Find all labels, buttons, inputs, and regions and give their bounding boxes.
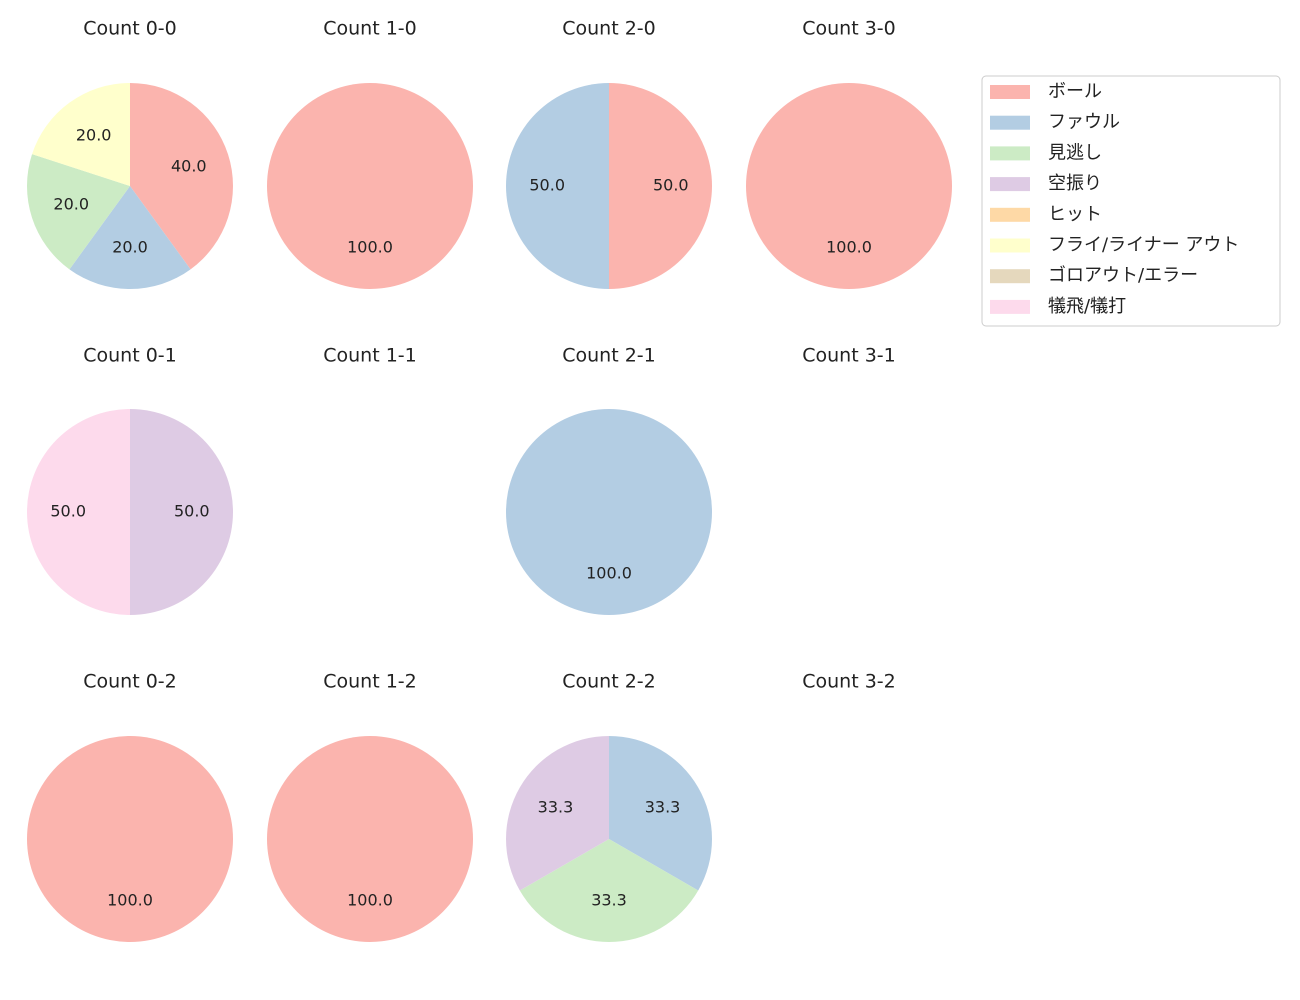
pie-title: Count 3-2 [802, 671, 896, 693]
pie-title: Count 3-1 [802, 345, 896, 367]
legend-label: 犠飛/犠打 [1048, 296, 1126, 317]
pie-slice [519, 839, 699, 942]
pie-slice [27, 736, 233, 942]
slice-label: 100.0 [107, 890, 153, 909]
slice-label: 100.0 [586, 563, 632, 582]
pie-slice [506, 409, 712, 615]
legend-swatch [990, 269, 1030, 284]
pie-slice [32, 83, 130, 186]
slice-label: 40.0 [171, 156, 207, 175]
slice-label: 50.0 [653, 176, 689, 195]
slice-label: 33.3 [538, 798, 574, 817]
pie-slice [609, 736, 712, 891]
slice-label: 50.0 [174, 502, 210, 521]
legend-label: 空振り [1048, 173, 1102, 194]
pie-slice [130, 409, 233, 615]
slice-label: 50.0 [50, 502, 86, 521]
pie-title: Count 2-0 [562, 18, 656, 40]
pie-title: Count 0-1 [83, 345, 177, 367]
pie-slice [130, 83, 233, 270]
pie-title: Count 2-1 [562, 345, 656, 367]
legend-swatch [990, 207, 1030, 222]
pie-slice [69, 186, 191, 289]
pie-title: Count 2-2 [562, 671, 656, 693]
pie-slice [267, 736, 473, 942]
slice-label: 50.0 [529, 176, 565, 195]
pie-slice [506, 736, 609, 891]
slice-label: 100.0 [347, 237, 393, 256]
slice-label: 100.0 [347, 890, 393, 909]
legend-box [981, 75, 1281, 327]
slice-label: 20.0 [53, 195, 89, 214]
legend-swatch [990, 177, 1030, 192]
legend-label: ボール [1048, 81, 1102, 102]
pie-slice [267, 83, 473, 289]
slice-label: 33.3 [591, 890, 627, 909]
legend-label: ゴロアウト/エラー [1048, 265, 1198, 286]
legend-label: フライ/ライナー アウト [1048, 235, 1239, 256]
pie-title: Count 1-2 [323, 671, 417, 693]
slice-label: 20.0 [76, 126, 112, 145]
legend-swatch [990, 299, 1030, 314]
pie-title: Count 1-1 [323, 345, 417, 367]
slice-label: 20.0 [112, 237, 148, 256]
slice-label: 33.3 [645, 798, 681, 817]
pie-title: Count 1-0 [323, 18, 417, 40]
pie-slice [27, 409, 130, 615]
pie-title: Count 0-2 [83, 671, 177, 693]
legend-swatch [990, 238, 1030, 253]
legend-label: ヒット [1048, 204, 1102, 225]
legend-label: ファウル [1048, 112, 1120, 133]
pie-slice [26, 154, 131, 270]
slice-label: 100.0 [826, 237, 872, 256]
pie-slice [746, 83, 952, 289]
pie-slice [506, 83, 609, 289]
legend-swatch [990, 115, 1030, 130]
legend-swatch [990, 146, 1030, 161]
legend-swatch [990, 85, 1030, 99]
legend-label: 見逃し [1048, 142, 1102, 163]
pie-title: Count 0-0 [83, 18, 177, 40]
pie-title: Count 3-0 [802, 18, 896, 40]
pie-slice [609, 83, 712, 289]
